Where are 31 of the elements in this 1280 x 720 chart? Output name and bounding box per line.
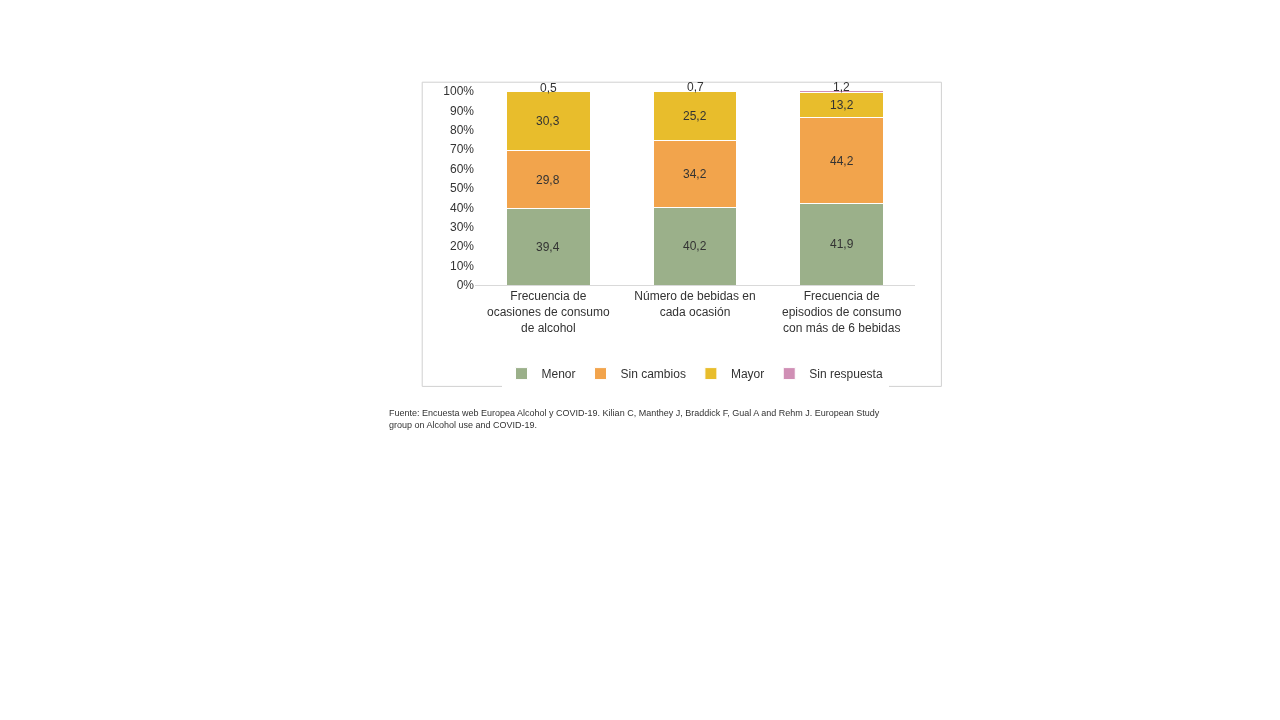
- legend-label: Menor: [541, 367, 576, 382]
- data-label: 44,2: [830, 154, 854, 168]
- x-tick-label: Frecuencia de episodios de consumo con más de 6 bebidas: [781, 289, 902, 335]
- data-label: 1,2: [833, 80, 851, 94]
- legend-label: Sin respuesta: [809, 367, 883, 382]
- legend-label: Mayor: [730, 367, 765, 382]
- data-label: 0,5: [540, 81, 558, 95]
- data-label: 29,8: [536, 173, 560, 187]
- y-tick-label: 20%: [449, 239, 475, 254]
- y-tick-label: 90%: [449, 103, 475, 118]
- x-tick-label: Número de bebidas en cada ocasión: [634, 289, 756, 319]
- data-label: 39,4: [536, 240, 560, 254]
- data-label: 41,9: [830, 237, 854, 251]
- legend-label: Sin cambios: [620, 367, 686, 382]
- y-tick-label: 100%: [443, 84, 475, 99]
- data-label: 40,2: [683, 239, 707, 253]
- y-tick-label: 0%: [456, 278, 475, 293]
- y-tick-label: 60%: [449, 161, 475, 176]
- y-tick-label: 10%: [449, 258, 475, 273]
- x-tick-label: Frecuencia de ocasiones de consumo de alcohol: [486, 289, 611, 335]
- data-label: 0,7: [687, 80, 705, 94]
- data-label: 30,3: [536, 114, 560, 128]
- y-tick-label: 40%: [449, 200, 475, 215]
- y-tick-label: 70%: [449, 142, 475, 157]
- data-label: 34,2: [683, 167, 707, 181]
- source-note: Fuente: Encuesta web Europea Alcohol y COVID-19. Kilian C, Manthey J, Braddick F, Gual A and Rehm J. European Study group on Alcohol use and COVID-19.: [389, 408, 880, 430]
- data-label: 13,2: [830, 98, 854, 112]
- y-tick-label: 50%: [449, 181, 475, 196]
- y-tick-label: 80%: [449, 122, 475, 137]
- y-tick-label: 30%: [449, 219, 475, 234]
- data-label: 25,2: [683, 109, 707, 123]
